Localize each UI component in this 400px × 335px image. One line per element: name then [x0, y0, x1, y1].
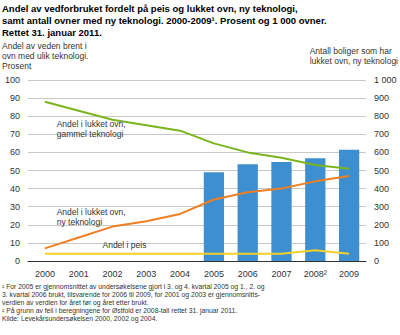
svg-text:Rettet 31. januar 2011.: Rettet 31. januar 2011. [2, 27, 102, 38]
svg-text:2005: 2005 [204, 269, 224, 279]
svg-text:2007: 2007 [271, 269, 291, 279]
svg-text:Andel av vedforbruket fordelt: Andel av vedforbruket fordelt på peis og… [2, 3, 298, 14]
svg-text:2006: 2006 [238, 269, 258, 279]
svg-text:samt antall ovner med ny tekno: samt antall ovner med ny teknologi. 2000… [2, 15, 327, 26]
svg-text:900: 900 [374, 93, 389, 103]
svg-text:0: 0 [15, 256, 20, 266]
svg-text:2004: 2004 [170, 269, 190, 279]
svg-text:3. kvartal 2006 brukt, tilsvar: 3. kvartal 2006 brukt, tilsvarende for 2… [2, 291, 260, 299]
svg-text:20: 20 [10, 220, 20, 230]
svg-text:90: 90 [10, 93, 20, 103]
svg-text:gammel teknologi: gammel teknologi [57, 129, 124, 139]
svg-text:10: 10 [10, 238, 20, 248]
svg-text:2000: 2000 [35, 269, 55, 279]
svg-text:lukket ovn, ny teknologi: lukket ovn, ny teknologi [310, 56, 398, 66]
svg-text:2001: 2001 [69, 269, 89, 279]
svg-text:70: 70 [10, 129, 20, 139]
svg-text:¹ For 2005 er gjennomsnittet a: ¹ For 2005 er gjennomsnittet av undersøk… [2, 283, 265, 291]
svg-text:800: 800 [374, 111, 389, 121]
svg-text:Andel av veden brent i: Andel av veden brent i [2, 41, 87, 51]
svg-text:60: 60 [10, 147, 20, 157]
svg-text:Antall boliger som har: Antall boliger som har [310, 46, 392, 56]
svg-text:100: 100 [5, 75, 20, 85]
svg-text:80: 80 [10, 111, 20, 121]
svg-text:40: 40 [10, 184, 20, 194]
svg-text:500: 500 [374, 166, 389, 176]
svg-text:Kilde: Levekårsundersøkelsen 2: Kilde: Levekårsundersøkelsen 2000, 2002 … [2, 315, 157, 323]
svg-text:Andel i lukket ovn,: Andel i lukket ovn, [57, 207, 126, 217]
svg-text:Prosent: Prosent [2, 61, 32, 71]
svg-text:400: 400 [374, 184, 389, 194]
svg-text:30: 30 [10, 202, 20, 212]
svg-text:0: 0 [374, 256, 379, 266]
svg-text:² På grunn av feil i beregning: ² På grunn av feil i beregningene for Øs… [2, 307, 237, 315]
svg-text:50: 50 [10, 166, 20, 176]
svg-text:600: 600 [374, 147, 389, 157]
svg-text:2003: 2003 [136, 269, 156, 279]
svg-text:ny teknologi: ny teknologi [57, 217, 102, 227]
svg-text:700: 700 [374, 129, 389, 139]
svg-text:2008²: 2008² [304, 269, 327, 279]
svg-text:300: 300 [374, 202, 389, 212]
svg-text:100: 100 [374, 238, 389, 248]
svg-text:200: 200 [374, 220, 389, 230]
svg-text:2002: 2002 [102, 269, 122, 279]
svg-text:1 000: 1 000 [374, 75, 397, 85]
svg-text:verdien av verdien for året fø: verdien av verdien for året før og året … [2, 299, 149, 307]
svg-text:Andel i lukket ovn,: Andel i lukket ovn, [57, 119, 126, 129]
svg-text:2009: 2009 [339, 269, 359, 279]
svg-text:ovn med ulik teknologi.: ovn med ulik teknologi. [2, 51, 88, 61]
svg-text:Andel i peis: Andel i peis [103, 240, 147, 250]
